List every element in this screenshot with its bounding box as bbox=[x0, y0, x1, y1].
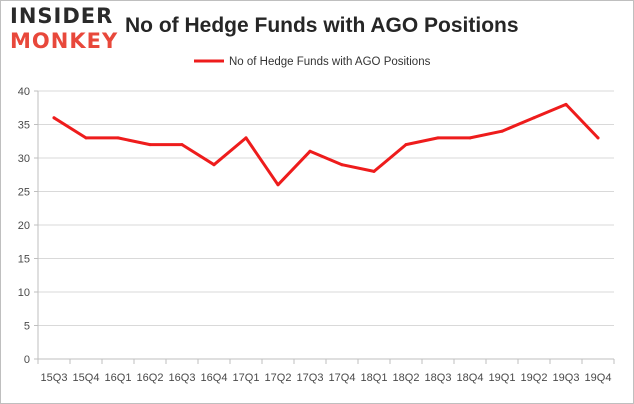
x-tick-label: 17Q4 bbox=[329, 372, 356, 384]
x-tick-label: 16Q2 bbox=[137, 372, 164, 384]
chart-title: No of Hedge Funds with AGO Positions bbox=[125, 14, 519, 37]
x-tick-label: 15Q4 bbox=[73, 372, 100, 384]
x-tick-label: 19Q4 bbox=[585, 372, 612, 384]
x-tick-label: 17Q2 bbox=[265, 372, 292, 384]
y-tick-label: 10 bbox=[18, 287, 30, 299]
x-tick-label: 17Q1 bbox=[233, 372, 260, 384]
y-tick-label: 20 bbox=[18, 220, 30, 232]
y-tick-label: 35 bbox=[18, 120, 30, 132]
x-tick-labels: 15Q3 15Q4 16Q1 16Q2 16Q3 16Q4 17Q1 17Q2 17Q3 17Q4… bbox=[41, 372, 612, 384]
data-point bbox=[340, 163, 344, 167]
y-tick-label: 30 bbox=[18, 153, 30, 165]
data-point bbox=[500, 129, 504, 133]
series-line bbox=[52, 102, 600, 187]
series-lines bbox=[52, 102, 600, 187]
legend: No of Hedge Funds with AGO Positions bbox=[194, 56, 431, 68]
data-point bbox=[244, 136, 248, 140]
x-tick-label: 18Q2 bbox=[393, 372, 420, 384]
data-point bbox=[52, 116, 56, 120]
x-tick-label: 18Q4 bbox=[457, 372, 484, 384]
legend-label: No of Hedge Funds with AGO Positions bbox=[229, 56, 431, 68]
y-tick-label: 0 bbox=[24, 354, 30, 366]
data-point bbox=[596, 136, 600, 140]
x-tick-label: 18Q1 bbox=[361, 372, 388, 384]
y-tick-label: 40 bbox=[18, 86, 30, 98]
y-tick-label: 5 bbox=[24, 321, 30, 333]
data-point bbox=[276, 183, 280, 187]
x-tick-label: 19Q2 bbox=[521, 372, 548, 384]
logo-line-1: INSIDER bbox=[10, 4, 114, 28]
data-point bbox=[372, 169, 376, 173]
x-tick-label: 15Q3 bbox=[41, 372, 68, 384]
y-tick-label: 25 bbox=[18, 187, 30, 199]
y-tick-label: 15 bbox=[18, 254, 30, 266]
logo-line-2: MONKEY bbox=[10, 29, 119, 53]
insider-monkey-logo: INSIDER MONKEY bbox=[10, 6, 120, 54]
data-point bbox=[404, 143, 408, 147]
x-tick-label: 17Q3 bbox=[297, 372, 324, 384]
x-tick-label: 16Q3 bbox=[169, 372, 196, 384]
data-point bbox=[116, 136, 120, 140]
x-tick-label: 19Q1 bbox=[489, 372, 516, 384]
x-tick-label: 19Q3 bbox=[553, 372, 580, 384]
data-point bbox=[468, 136, 472, 140]
data-point bbox=[148, 143, 152, 147]
x-tick-label: 16Q1 bbox=[105, 372, 132, 384]
grid-lines bbox=[38, 90, 614, 326]
data-point bbox=[308, 149, 312, 153]
data-point bbox=[564, 102, 568, 106]
data-point bbox=[84, 136, 88, 140]
data-point bbox=[180, 143, 184, 147]
data-point bbox=[532, 116, 536, 120]
x-tick-label: 18Q3 bbox=[425, 372, 452, 384]
axes bbox=[34, 90, 615, 364]
y-tick-labels: 0 5 10 15 20 25 30 35 40 bbox=[18, 86, 30, 366]
data-point bbox=[436, 136, 440, 140]
x-tick-label: 16Q4 bbox=[201, 372, 228, 384]
data-point bbox=[212, 163, 216, 167]
